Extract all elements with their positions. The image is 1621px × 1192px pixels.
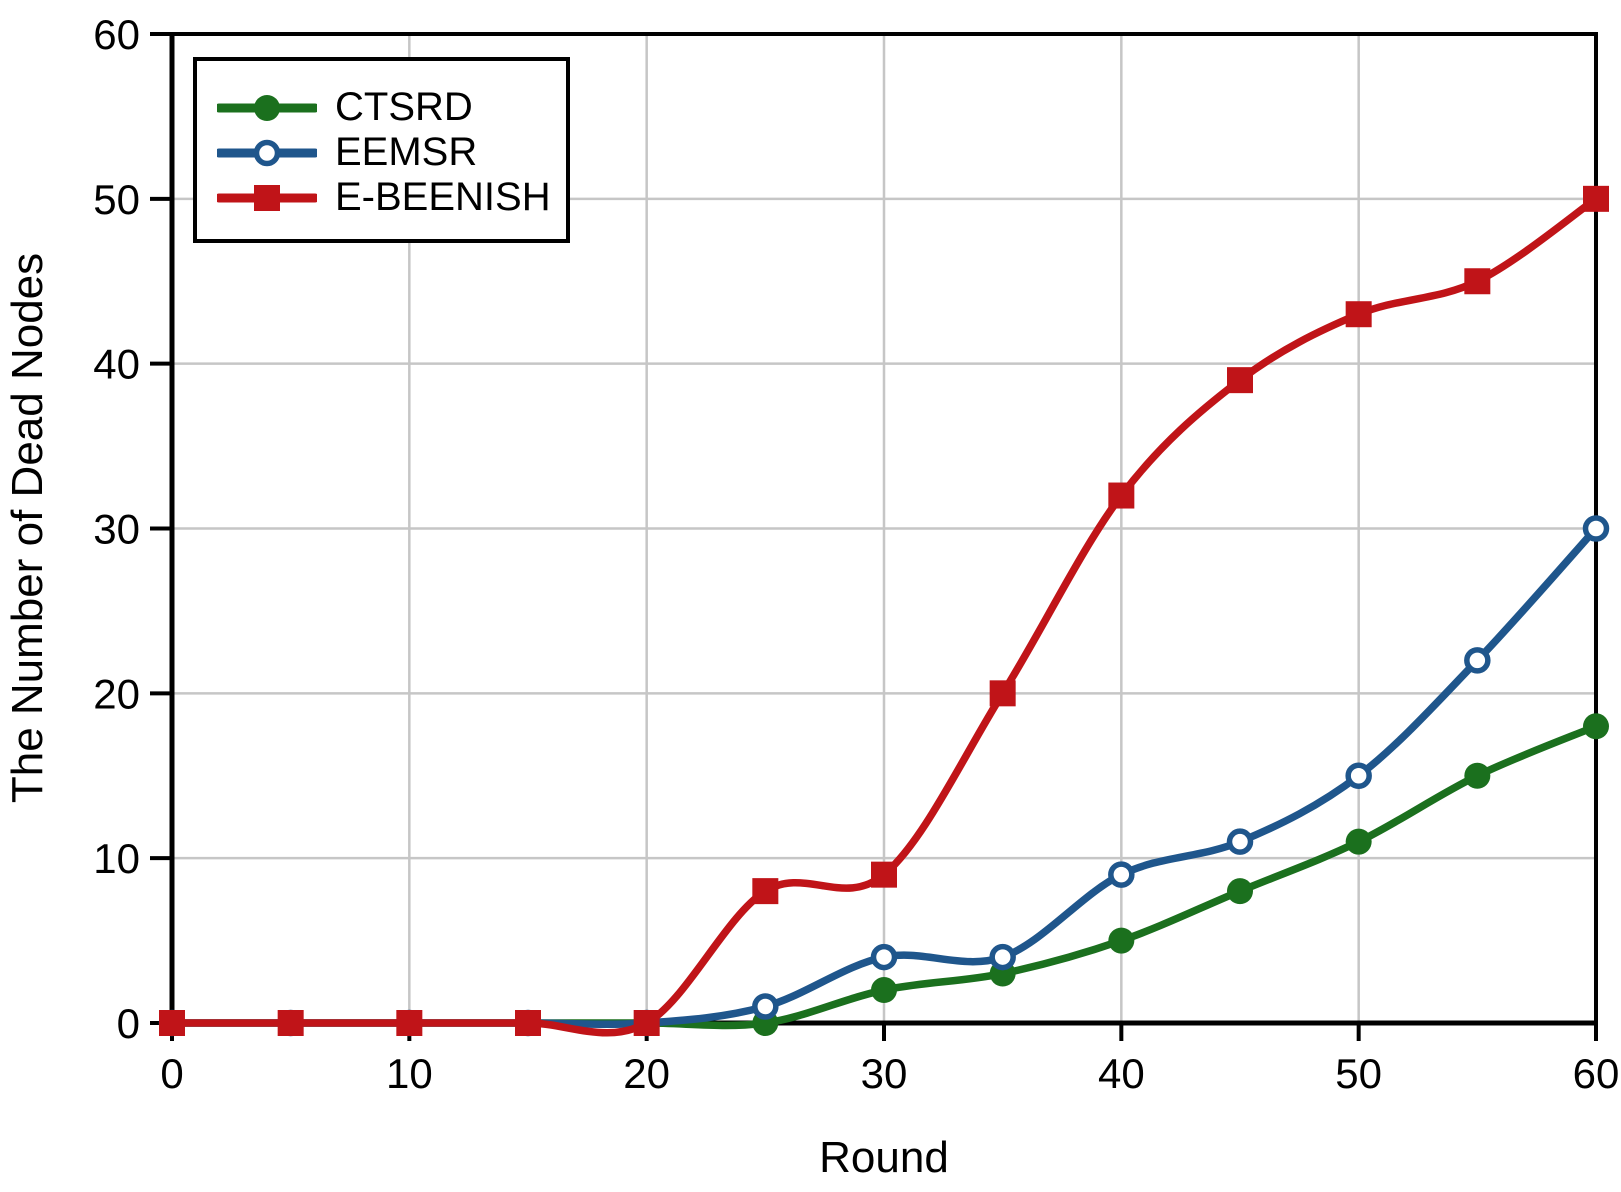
filled-square-marker bbox=[515, 1010, 541, 1036]
data-series bbox=[158, 185, 1610, 1037]
filled-square-marker bbox=[989, 680, 1016, 707]
y-tick-label: 0 bbox=[117, 1000, 140, 1047]
legend-sample bbox=[217, 184, 317, 211]
y-tick-label: 50 bbox=[93, 176, 140, 223]
y-tick-label: 20 bbox=[93, 670, 140, 717]
filled-square-marker bbox=[1345, 301, 1372, 328]
filled-square-marker bbox=[396, 1010, 423, 1036]
x-axis-label: Round bbox=[819, 1133, 949, 1182]
filled-square-marker bbox=[752, 878, 779, 905]
open-circle-marker bbox=[1108, 861, 1135, 888]
filled-circle-marker bbox=[1227, 878, 1253, 905]
legend-label: E-BEENISH bbox=[335, 175, 551, 219]
filled-square-marker bbox=[633, 1010, 660, 1036]
filled-circle-marker bbox=[1345, 828, 1372, 855]
open-circle-marker bbox=[1582, 515, 1610, 542]
open-circle-marker bbox=[1226, 828, 1254, 855]
series-e-beenish bbox=[159, 185, 1609, 1037]
filled-square-marker bbox=[159, 1010, 185, 1036]
x-tick-label: 20 bbox=[623, 1050, 670, 1097]
y-tick-label: 30 bbox=[93, 506, 140, 553]
filled-circle-marker bbox=[1108, 927, 1135, 954]
open-circle-marker bbox=[1464, 647, 1491, 674]
open-circle-marker bbox=[1345, 762, 1372, 789]
y-tick-label: 10 bbox=[93, 835, 140, 882]
filled-square-marker bbox=[1464, 268, 1491, 295]
x-tick-label: 60 bbox=[1573, 1050, 1620, 1097]
open-circle-marker bbox=[989, 943, 1016, 971]
filled-circle-marker bbox=[871, 977, 897, 1004]
legend-sample bbox=[217, 94, 317, 121]
filled-square-marker bbox=[1227, 367, 1253, 394]
legend-item-ctsrd: CTSRD bbox=[217, 85, 566, 130]
filled-circle-marker bbox=[254, 94, 280, 121]
legend: CTSRD EEMSR E-BEENISH bbox=[193, 57, 570, 243]
legend-sample bbox=[217, 139, 317, 166]
x-tick-label: 40 bbox=[1098, 1050, 1145, 1097]
x-tick-label: 10 bbox=[386, 1050, 433, 1097]
filled-square-marker bbox=[277, 1010, 304, 1036]
filled-square-marker bbox=[1108, 482, 1135, 509]
filled-square-marker bbox=[254, 184, 280, 211]
open-circle-marker bbox=[253, 139, 281, 166]
legend-label: CTSRD bbox=[335, 85, 473, 129]
filled-square-marker bbox=[871, 861, 897, 888]
y-tick-label: 60 bbox=[93, 11, 140, 58]
open-circle-marker bbox=[752, 993, 779, 1020]
open-circle-marker bbox=[870, 943, 898, 971]
filled-circle-marker bbox=[1583, 713, 1609, 740]
y-tick-label: 40 bbox=[93, 341, 140, 388]
legend-item-e-beenish: E-BEENISH bbox=[217, 175, 566, 220]
gridlines bbox=[172, 34, 1596, 1023]
x-tick-label: 30 bbox=[861, 1050, 908, 1097]
y-axis-label: The Number of Dead Nodes bbox=[3, 253, 52, 803]
filled-square-marker bbox=[1583, 185, 1609, 212]
x-tick-label: 0 bbox=[160, 1050, 183, 1097]
x-tick-label: 50 bbox=[1335, 1050, 1382, 1097]
legend-item-eemsr: EEMSR bbox=[217, 130, 566, 175]
legend-label: EEMSR bbox=[335, 130, 478, 174]
filled-circle-marker bbox=[1464, 762, 1491, 789]
